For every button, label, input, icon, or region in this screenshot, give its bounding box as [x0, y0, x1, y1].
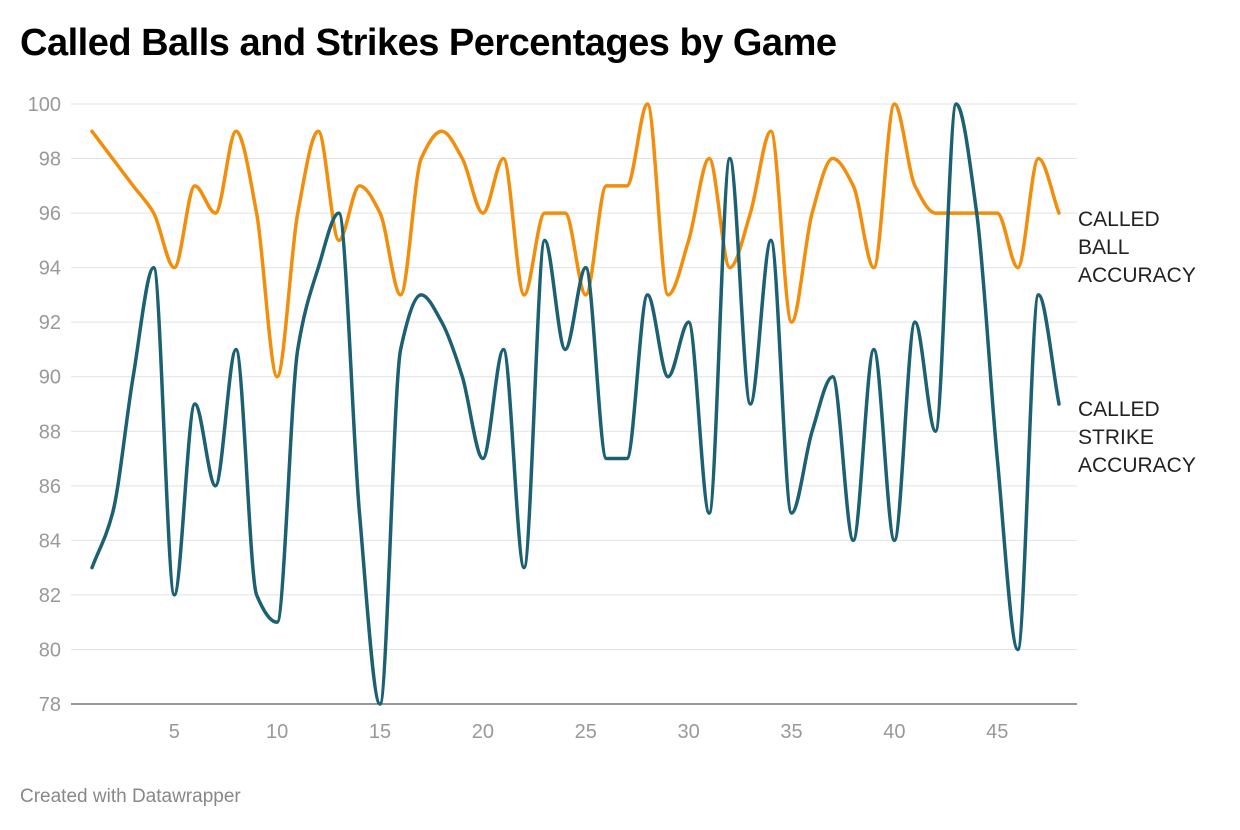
- x-tick-label: 25: [575, 721, 597, 743]
- y-tick-label: 80: [39, 639, 61, 661]
- series-lines: [90, 102, 1061, 706]
- series-label-line: STRIKE: [1078, 426, 1154, 449]
- x-tick-label: 45: [986, 721, 1008, 743]
- y-tick-label: 94: [39, 258, 61, 280]
- series-label-line: ACCURACY: [1078, 454, 1196, 477]
- y-axis-ticks: 78 80 82 84 86 88 90 92 94 96 98 100: [28, 94, 61, 716]
- series-line-called-ball-accuracy: [90, 102, 1061, 379]
- x-axis-ticks: 5 10 15 20 25 30 35 40 45: [169, 721, 1009, 743]
- y-tick-label: 84: [39, 530, 61, 552]
- x-tick-label: 15: [369, 721, 391, 743]
- y-tick-label: 82: [39, 585, 61, 607]
- series-label-line: BALL: [1078, 236, 1129, 259]
- x-tick-label: 40: [883, 721, 905, 743]
- footer-credit: Created with Datawrapper: [20, 786, 241, 807]
- x-tick-label: 10: [266, 721, 288, 743]
- x-tick-label: 5: [169, 721, 180, 743]
- y-tick-label: 100: [28, 94, 61, 116]
- series-label-line: ACCURACY: [1078, 264, 1196, 287]
- y-tick-label: 86: [39, 476, 61, 498]
- chart-title: Called Balls and Strikes Percentages by …: [20, 22, 837, 64]
- series-label-line: CALLED: [1078, 398, 1160, 421]
- y-tick-label: 78: [39, 694, 61, 716]
- series-label-called-strike-accuracy: CALLED STRIKE ACCURACY: [1078, 398, 1196, 477]
- series-label-line: CALLED: [1078, 208, 1160, 231]
- y-tick-label: 98: [39, 149, 61, 171]
- x-tick-label: 30: [678, 721, 700, 743]
- series-labels: CALLED BALL ACCURACY CALLED STRIKE ACCURACY: [1078, 208, 1196, 477]
- series-line-called-strike-accuracy: [90, 102, 1061, 706]
- y-tick-label: 96: [39, 203, 61, 225]
- series-label-called-ball-accuracy: CALLED BALL ACCURACY: [1078, 208, 1196, 287]
- y-tick-label: 92: [39, 312, 61, 334]
- x-tick-label: 20: [472, 721, 494, 743]
- y-tick-label: 88: [39, 421, 61, 443]
- y-tick-label: 90: [39, 367, 61, 389]
- x-tick-label: 35: [780, 721, 802, 743]
